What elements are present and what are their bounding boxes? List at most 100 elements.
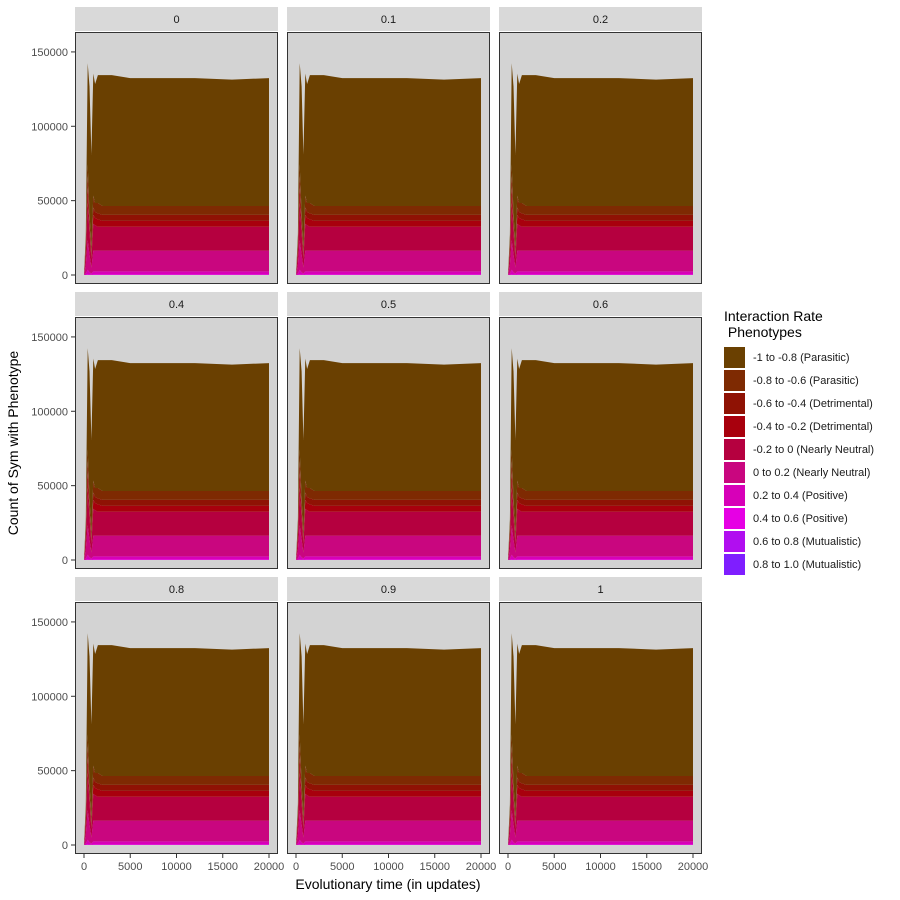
legend-swatch xyxy=(724,508,745,529)
facet-strip xyxy=(287,292,490,316)
facet-panel: 0.2 xyxy=(499,7,702,284)
area-series xyxy=(508,554,693,560)
legend-item: -1 to -0.8 (Parasitic) xyxy=(724,346,896,369)
area-series xyxy=(296,844,481,845)
area-series xyxy=(508,772,693,845)
y-tick-label: 150000 xyxy=(31,617,68,629)
y-tick-label: 0 xyxy=(62,555,68,567)
facet-title: 0.9 xyxy=(381,584,396,596)
facet-panel: 1 0 5000 10000 15000 20000 xyxy=(499,577,708,873)
area-series xyxy=(296,240,481,275)
legend-item: -0.6 to -0.4 (Detrimental) xyxy=(724,392,896,415)
area-series xyxy=(508,240,693,275)
area-series xyxy=(508,269,693,275)
legend-label: -0.4 to -0.2 (Detrimental) xyxy=(753,420,873,433)
facet-panel: 0.8 0 50000 100000 150000 0 5000 10000 15000 2000… xyxy=(31,577,284,873)
legend-item: -0.2 to 0 (Nearly Neutral) xyxy=(724,438,896,461)
y-tick-label: 50000 xyxy=(37,481,68,493)
legend-title: Interaction Rate Phenotypes xyxy=(724,308,823,340)
panel-border xyxy=(499,317,702,569)
legend-swatch xyxy=(724,485,745,506)
area-series xyxy=(84,525,269,560)
legend-label: 0.8 to 1.0 (Mutualistic) xyxy=(753,558,862,571)
area-series xyxy=(84,633,269,845)
panel-border xyxy=(287,317,490,569)
area-series xyxy=(296,348,481,560)
legend-swatch xyxy=(724,416,745,437)
facet-title: 1 xyxy=(597,584,603,596)
area-series xyxy=(508,487,693,560)
area-series xyxy=(508,844,693,845)
panel-border xyxy=(287,32,490,284)
area-series xyxy=(296,202,481,275)
legend: Interaction Rate Phenotypes -1 to -0.8 (… xyxy=(724,308,896,576)
facet-panel: 0 0 50000 100000 150000 xyxy=(31,7,278,284)
legend-swatch xyxy=(724,462,745,483)
area-series xyxy=(508,839,693,845)
legend-label: 0 to 0.2 (Nearly Neutral) xyxy=(753,466,871,479)
y-tick-label: 50000 xyxy=(37,196,68,208)
legend-label: -0.2 to 0 (Nearly Neutral) xyxy=(753,443,875,456)
legend-swatch xyxy=(724,393,745,414)
y-tick-label: 100000 xyxy=(31,121,68,133)
x-tick-label: 0 xyxy=(293,861,299,873)
y-tick-label: 0 xyxy=(62,270,68,282)
legend-item: 0.8 to 1.0 (Mutualistic) xyxy=(724,553,896,576)
x-tick-label: 10000 xyxy=(585,861,616,873)
legend-swatch xyxy=(724,554,745,575)
facet-title: 0.4 xyxy=(169,299,184,311)
y-tick-label: 150000 xyxy=(31,47,68,59)
legend-item: -0.8 to -0.6 (Parasitic) xyxy=(724,369,896,392)
legend-label: 0.6 to 0.8 (Mutualistic) xyxy=(753,535,862,548)
area-series xyxy=(84,63,269,275)
x-tick-label: 20000 xyxy=(678,861,709,873)
legend-item: -0.4 to -0.2 (Detrimental) xyxy=(724,415,896,438)
x-tick-label: 5000 xyxy=(330,861,354,873)
legend-swatch xyxy=(724,531,745,552)
y-axis-title: Count of Sym with Phenotype xyxy=(5,351,21,536)
legend-item: 0 to 0.2 (Nearly Neutral) xyxy=(724,461,896,484)
facet-title: 0.6 xyxy=(593,299,608,311)
area-series xyxy=(508,633,693,845)
area-series xyxy=(84,554,269,560)
panel-border xyxy=(499,32,702,284)
area-series xyxy=(296,839,481,845)
x-tick-label: 5000 xyxy=(542,861,566,873)
legend-items: -1 to -0.8 (Parasitic) -0.8 to -0.6 (Para… xyxy=(724,346,896,576)
legend-swatch xyxy=(724,347,745,368)
legend-label: 0.2 to 0.4 (Positive) xyxy=(753,489,848,502)
area-series xyxy=(296,810,481,845)
legend-item: 0.2 to 0.4 (Positive) xyxy=(724,484,896,507)
legend-item: 0.6 to 0.8 (Mutualistic) xyxy=(724,530,896,553)
x-tick-label: 15000 xyxy=(631,861,662,873)
facet-strip xyxy=(287,577,490,601)
facet-strip xyxy=(499,577,702,601)
area-series xyxy=(84,487,269,560)
x-tick-label: 20000 xyxy=(466,861,497,873)
area-series xyxy=(296,274,481,275)
area-series xyxy=(296,633,481,845)
x-tick-label: 5000 xyxy=(118,861,142,873)
area-series xyxy=(84,559,269,560)
area-series xyxy=(84,844,269,845)
area-series xyxy=(84,348,269,560)
area-series xyxy=(296,63,481,275)
y-tick-label: 50000 xyxy=(37,766,68,778)
facet-title: 0.8 xyxy=(169,584,184,596)
x-tick-label: 10000 xyxy=(161,861,192,873)
area-series xyxy=(84,240,269,275)
area-series xyxy=(508,274,693,275)
area-series xyxy=(296,559,481,560)
facet-strip xyxy=(75,577,278,601)
y-tick-label: 0 xyxy=(62,840,68,852)
legend-swatch xyxy=(724,370,745,391)
y-tick-label: 150000 xyxy=(31,332,68,344)
panel-border xyxy=(75,32,278,284)
x-tick-label: 0 xyxy=(505,861,511,873)
area-series xyxy=(508,810,693,845)
x-tick-label: 15000 xyxy=(207,861,238,873)
x-tick-label: 0 xyxy=(81,861,87,873)
x-tick-label: 15000 xyxy=(419,861,450,873)
legend-swatch xyxy=(724,439,745,460)
